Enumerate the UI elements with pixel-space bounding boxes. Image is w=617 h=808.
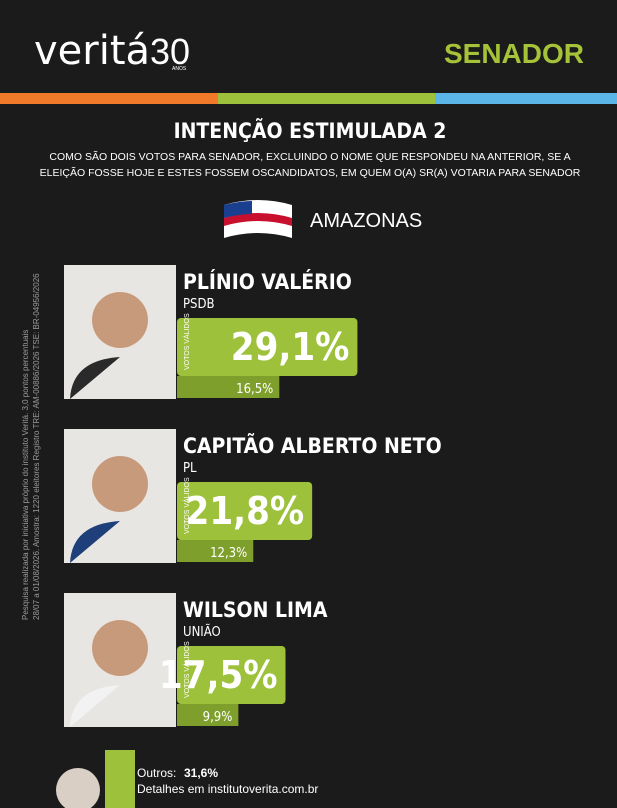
- note-line: Pesquisa realizada por iniciativa própri…: [21, 330, 30, 620]
- bar: [177, 376, 280, 398]
- bar: [177, 482, 313, 540]
- photo-body: [70, 357, 120, 399]
- series-label: VOTOS VÁLIDOS: [182, 641, 191, 698]
- details: Detalhes em institutoverita.com.br: [137, 782, 318, 796]
- bar: [177, 646, 286, 704]
- anniversary: 30: [150, 31, 190, 72]
- stripe: [218, 93, 435, 104]
- office: SENADOR: [444, 38, 584, 69]
- photo-head: [92, 292, 148, 348]
- stripe: [435, 93, 617, 104]
- series-name: VOTOS VÁLIDOS: [182, 641, 191, 698]
- series-name: VOTOS VÁLIDOS: [182, 313, 191, 370]
- party: UNIÃO: [183, 624, 221, 640]
- bar: [177, 540, 254, 562]
- value-label: 12,3%: [210, 546, 247, 561]
- candidate-name: WILSON LIMA: [183, 598, 328, 622]
- subtitle: ELEIÇÃO FOSSE HOJE E ESTES FOSSEM OSCAND…: [40, 166, 581, 179]
- bar: [177, 318, 358, 376]
- flag: [224, 200, 292, 238]
- others-bar: [105, 750, 135, 808]
- photo-body: [70, 521, 120, 563]
- series-label: VOTOS VÁLIDOS: [182, 313, 191, 370]
- value-label: 29,1%: [231, 325, 350, 369]
- bar: [177, 704, 239, 726]
- anniversary-unit: ANOS: [172, 66, 187, 72]
- party: PL: [183, 461, 197, 476]
- photo-head: [92, 456, 148, 512]
- photo-body: [70, 685, 120, 727]
- party: PSDB: [183, 297, 215, 312]
- candidate-name: CAPITÃO ALBERTO NETO: [183, 433, 442, 458]
- others-label: Outros:: [137, 766, 176, 780]
- value-label: 17,5%: [159, 653, 278, 697]
- region: AMAZONAS: [310, 210, 422, 232]
- title: INTENÇÃO ESTIMULADA 2: [174, 118, 447, 143]
- note: Pesquisa realizada por iniciativa própri…: [21, 273, 41, 620]
- series-name: VOTOS VÁLIDOS: [182, 477, 191, 534]
- series-label: VOTOS VÁLIDOS: [182, 477, 191, 534]
- value-label: 9,9%: [203, 710, 233, 725]
- subtitle: COMO SÃO DOIS VOTOS PARA SENADOR, EXCLUI…: [49, 150, 570, 163]
- note-line: 28/07 a 01/08/2026. Amostra: 1220 eleito…: [32, 273, 41, 620]
- brand: veritá: [34, 28, 150, 74]
- candidate-name: PLÍNIO VALÉRIO: [183, 269, 352, 294]
- avatar: [56, 768, 100, 808]
- others-value: 31,6%: [184, 766, 218, 780]
- stripe: [0, 93, 218, 104]
- value-label: 21,8%: [186, 489, 305, 533]
- photo-head: [92, 620, 148, 676]
- value-label: 16,5%: [236, 382, 273, 397]
